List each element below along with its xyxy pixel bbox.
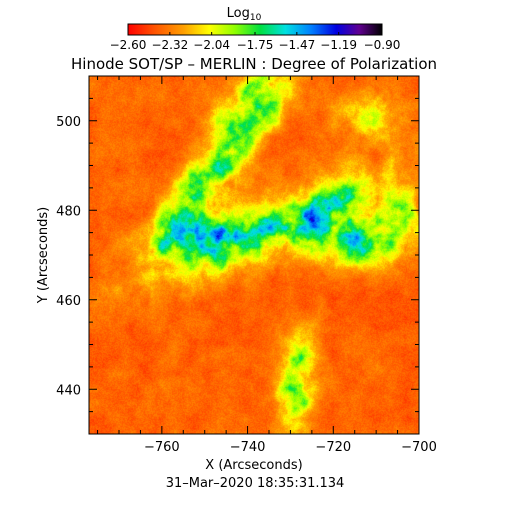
y-tick-label: 460 [56,294,81,309]
x-axis-label: X (Arcseconds) [205,458,302,473]
x-tick-label: −740 [230,440,266,455]
colorbar-label-subscript: 10 [250,13,262,23]
y-axis-ticks: 440 460 480 500 [56,75,419,435]
colorbar-tick-label: −0.90 [364,38,401,52]
colorbar-tick-label: −1.19 [320,38,357,52]
x-tick-label: −760 [144,440,180,455]
chart-title: Hinode SOT/SP – MERLIN : Degree of Polar… [71,55,437,73]
y-tick-label: 440 [56,383,81,398]
x-tick-label: −720 [315,440,351,455]
colorbar-ticks: −2.60 −2.32 −2.04 −1.75 −1.47 −1.19 −0.90 [110,32,401,52]
heatmap-image [89,76,419,434]
colorbar-tick-label: −2.04 [193,38,230,52]
colorbar-tick-label: −1.47 [278,38,315,52]
y-tick-label: 500 [56,115,81,130]
polarization-map [89,76,419,434]
colorbar-tick-label: −1.75 [237,38,274,52]
x-axis-ticks: −760 −740 −720 −700 [97,76,437,455]
colorbar-label-base: Log [227,6,250,21]
y-axis-label: Y (Arcseconds) [36,207,51,304]
y-tick-label: 480 [56,204,81,219]
colorbar-label: Log10 [227,6,262,23]
colorbar-tick-label: −2.60 [110,38,147,52]
timestamp: 31–Mar–2020 18:35:31.134 [166,476,345,491]
colorbar-tick-label: −2.32 [151,38,188,52]
x-tick-label: −700 [401,440,437,455]
